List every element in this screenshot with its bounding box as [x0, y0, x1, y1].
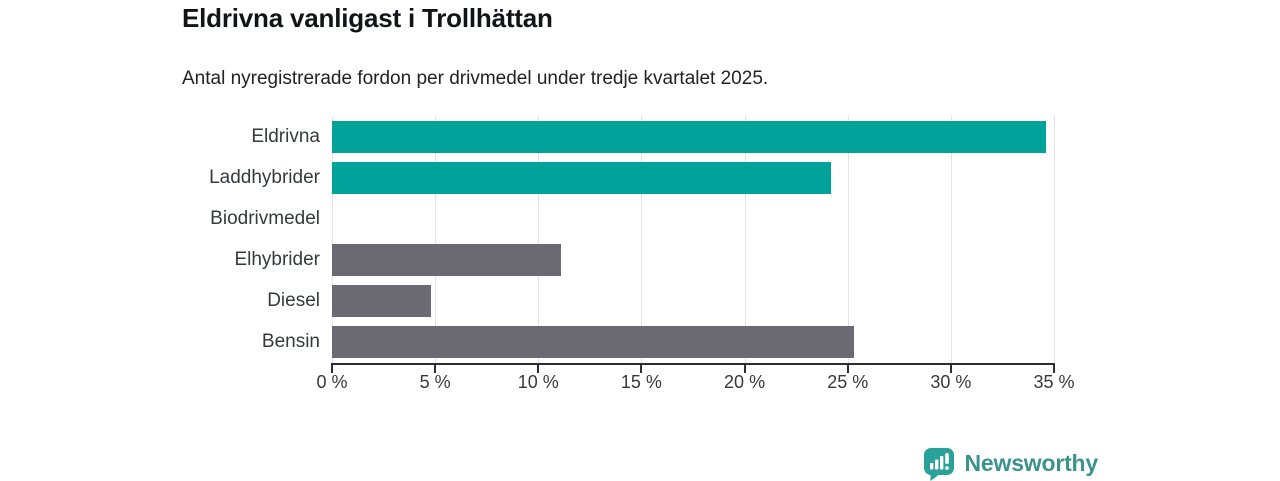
category-label: Biodrivmedel [210, 207, 320, 229]
chart-title: Eldrivna vanligast i Trollhättan [182, 3, 553, 33]
chart-subtitle: Antal nyregistrerade fordon per drivmede… [182, 68, 769, 89]
x-axis-tick [434, 365, 437, 373]
bar-bensin [332, 326, 854, 359]
bar-diesel [332, 285, 432, 318]
x-axis-tick [846, 365, 849, 373]
x-tick-label: 25 % [827, 372, 869, 392]
bar-laddhybrider [332, 161, 832, 194]
x-tick-label: 15 % [620, 372, 662, 392]
gridline [641, 116, 643, 363]
gridline [435, 116, 437, 363]
x-axis-tick [640, 365, 643, 373]
category-label: Diesel [267, 290, 320, 312]
gridline [744, 116, 746, 363]
bar-chart-plot-area [332, 116, 1055, 363]
category-label: Eldrivna [251, 125, 320, 147]
x-axis-tick [331, 365, 333, 373]
brand-name: Newsworthy [964, 450, 1099, 476]
category-label: Elhybrider [234, 249, 320, 271]
x-tick-label: 30 % [930, 372, 972, 392]
x-axis-tick [949, 365, 952, 373]
x-tick-label: 10 % [517, 372, 559, 392]
x-tick-label: 0 % [316, 372, 348, 392]
x-tick-label: 5 % [419, 372, 451, 392]
category-axis: Eldrivna Laddhybrider Biodrivmedel Elhybrid… [0, 116, 320, 363]
x-axis-tick [1053, 365, 1055, 373]
gridline [538, 116, 540, 363]
category-label: Laddhybrider [209, 166, 320, 188]
x-axis-tick [743, 365, 746, 373]
newsworthy-logo: Newsworthy [922, 446, 1098, 481]
x-axis-tick [537, 365, 540, 373]
gridline [332, 116, 333, 363]
x-axis-line [331, 363, 1055, 373]
x-tick-label: 20 % [724, 372, 766, 392]
x-tick-label: 35 % [1033, 372, 1075, 392]
gridline [950, 116, 952, 363]
category-label: Bensin [261, 331, 320, 353]
bar-chart-speech-bubble-icon [923, 448, 954, 481]
bar-eldrivna [332, 120, 1046, 153]
bar-elhybrider [332, 244, 561, 277]
gridline [847, 116, 849, 363]
gridline [1054, 116, 1055, 363]
